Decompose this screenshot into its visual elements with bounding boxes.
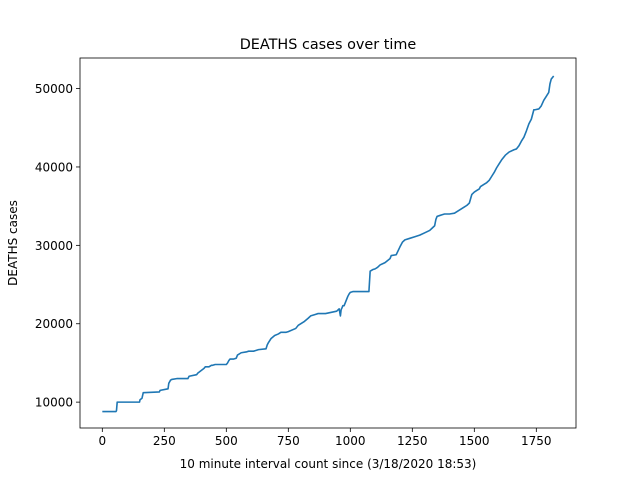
x-axis-ticks: 0 250 500 750 1000 1250 1500 1750: [98, 428, 552, 448]
x-tick-label: 500: [215, 434, 238, 448]
x-tick-label: 250: [153, 434, 176, 448]
y-tick-label: 20000: [35, 317, 73, 331]
series-line: [102, 75, 555, 413]
axes-frame: [79, 57, 577, 429]
y-tick-label: 10000: [35, 396, 73, 410]
x-tick-label: 1250: [397, 434, 428, 448]
chart-title: DEATHS cases over time: [240, 37, 417, 53]
y-axis-ticks: 10000 20000 30000 40000 50000: [35, 82, 80, 410]
x-tick-label: 1750: [521, 434, 552, 448]
y-axis-label: DEATHS cases: [6, 200, 20, 286]
x-tick-label: 0: [98, 434, 106, 448]
x-tick-label: 750: [277, 434, 300, 448]
x-tick-label: 1000: [335, 434, 366, 448]
y-tick-label: 30000: [35, 239, 73, 253]
x-axis-label: 10 minute interval count since (3/18/202…: [180, 457, 477, 471]
x-tick-label: 1500: [459, 434, 490, 448]
y-tick-label: 50000: [35, 82, 73, 96]
y-tick-label: 40000: [35, 160, 73, 174]
plot-area: [102, 75, 555, 413]
